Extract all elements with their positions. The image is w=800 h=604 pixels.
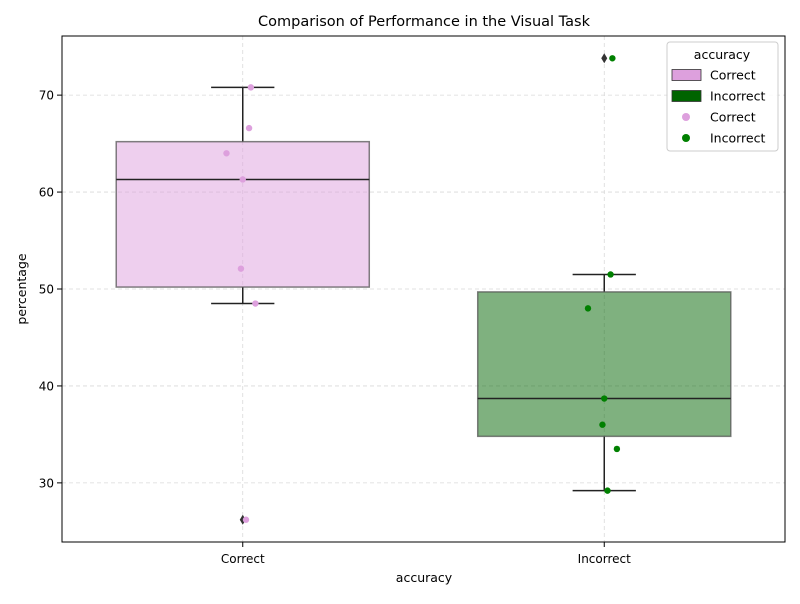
data-point-incorrect xyxy=(584,305,592,312)
data-point-incorrect xyxy=(601,395,608,402)
data-point-incorrect xyxy=(607,271,614,278)
y-tick-label: 40 xyxy=(39,379,54,393)
y-tick-label: 50 xyxy=(39,283,54,297)
y-tick-label: 30 xyxy=(39,476,54,490)
legend-title: accuracy xyxy=(694,47,751,62)
box-group-incorrect xyxy=(476,53,732,492)
legend-marker-incorrect xyxy=(682,134,690,142)
data-point-incorrect xyxy=(613,445,621,453)
data-point-correct xyxy=(242,516,250,523)
legend-marker-correct xyxy=(682,113,690,121)
legend: accuracy Correct Incorrect Correct Incorrec… xyxy=(666,41,779,152)
y-axis-label: percentage xyxy=(14,253,29,324)
chart-title: Comparison of Performance in the Visual … xyxy=(258,14,591,30)
data-point-correct xyxy=(223,150,230,157)
data-point-incorrect xyxy=(599,421,606,428)
axis-layer: 30 40 50 60 70 Correct Incorrect xyxy=(39,89,631,566)
legend-label: Incorrect xyxy=(710,89,765,104)
y-tick-label: 70 xyxy=(39,89,54,103)
y-tick-label: 60 xyxy=(39,186,54,200)
box-layer xyxy=(115,53,732,525)
box-group-correct xyxy=(115,86,371,525)
data-point-correct xyxy=(247,84,255,91)
data-point-correct xyxy=(245,124,253,132)
data-point-incorrect xyxy=(604,487,611,494)
legend-label: Correct xyxy=(710,110,756,125)
legend-label: Incorrect xyxy=(710,131,765,146)
box-iqr xyxy=(476,291,732,438)
data-point-correct xyxy=(252,300,259,307)
x-axis-label: accuracy xyxy=(396,570,453,585)
data-point-correct xyxy=(237,265,245,272)
box-outlier-marker xyxy=(601,53,608,64)
box-iqr xyxy=(115,140,371,288)
legend-patch-incorrect xyxy=(671,90,702,102)
point-layer xyxy=(223,55,621,523)
x-tick-label: Incorrect xyxy=(578,552,631,566)
legend-label: Correct xyxy=(710,68,756,83)
data-point-incorrect xyxy=(609,55,616,62)
x-tick-label: Correct xyxy=(221,552,265,566)
legend-patch-correct xyxy=(671,69,702,81)
data-point-correct xyxy=(239,176,246,183)
